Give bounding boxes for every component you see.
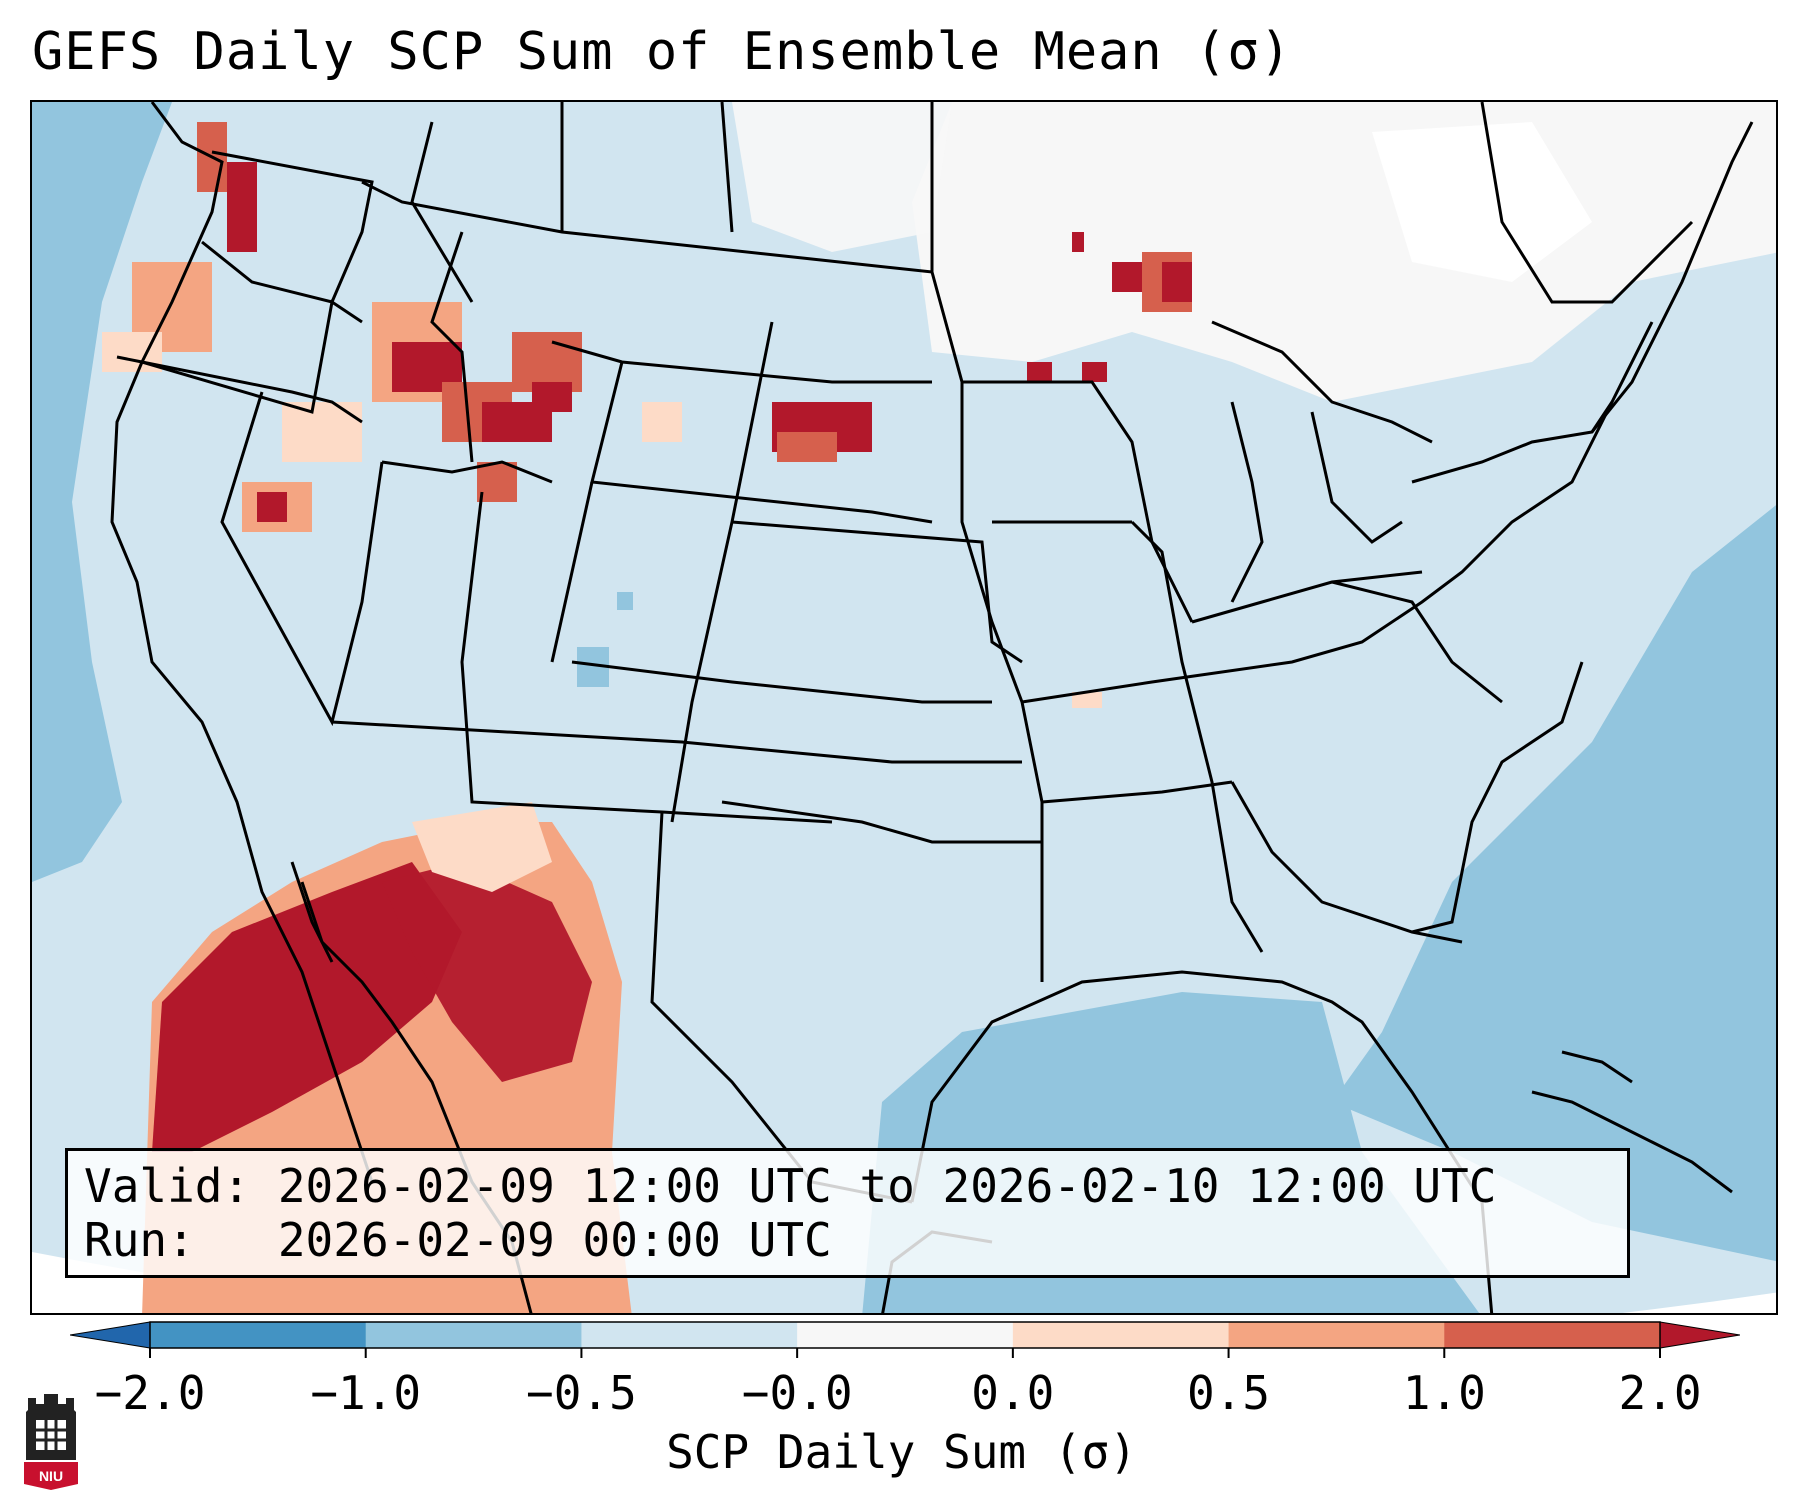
niu-logo-text: NIU (38, 1468, 64, 1484)
validity-info-box: Valid: 2026-02-09 12:00 UTC to 2026-02-1… (65, 1148, 1630, 1278)
colorbar-tick-label: 2.0 (1618, 1366, 1702, 1420)
colorbar-tick-label: 0.0 (971, 1366, 1055, 1420)
idaho-wyoming-positive-cluster (242, 302, 682, 532)
colorbar-under-extend (70, 1321, 151, 1349)
map-panel (30, 100, 1778, 1315)
pacific-negative-region (32, 102, 172, 882)
colorbar (70, 1321, 1740, 1358)
colorbar-frame (149, 1321, 1661, 1349)
colorbar-tick-label: −1.0 (310, 1366, 422, 1420)
colorbar-segment (1012, 1322, 1230, 1348)
colorbar-segment (581, 1322, 798, 1348)
colorbar-tick-label: 1.0 (1402, 1366, 1486, 1420)
atlantic-negative-region (1332, 505, 1776, 1262)
niu-logo-icon (24, 1394, 78, 1490)
colorbar-tick-label: 0.5 (1187, 1366, 1271, 1420)
colorbar-over-extend (1659, 1321, 1740, 1349)
near-zero-region-northwest (732, 102, 952, 252)
colorbar-label: SCP Daily Sum (σ) (666, 1425, 1137, 1479)
niu-logo: NIU (22, 1390, 80, 1490)
arkansas-positive-cell (1072, 692, 1102, 708)
colorbar-tick-label: −2.0 (94, 1366, 206, 1420)
near-zero-region-northeast (1372, 122, 1592, 282)
colorado-negative-cell-small (617, 592, 633, 610)
colorbar-segment (1444, 1322, 1661, 1348)
colorbar-segment (797, 1322, 1014, 1348)
colorbar-segment (150, 1322, 367, 1348)
colorbar-segment (1228, 1322, 1445, 1348)
run-time-text: Run: 2026-02-09 00:00 UTC (84, 1213, 832, 1267)
map-title: GEFS Daily SCP Sum of Ensemble Mean (σ) (32, 22, 1292, 82)
valid-time-text: Valid: 2026-02-09 12:00 UTC to 2026-02-1… (84, 1159, 1497, 1213)
colorbar-segment (365, 1322, 582, 1348)
south-dakota-positive-cluster (772, 402, 872, 462)
great-lakes-positive-cluster (1027, 232, 1192, 382)
colorbar-tick-label: −0.5 (526, 1366, 637, 1420)
map-canvas (32, 102, 1776, 1313)
colorbar-tick-label: −0.0 (741, 1366, 853, 1420)
us-outline (110, 102, 1754, 1313)
